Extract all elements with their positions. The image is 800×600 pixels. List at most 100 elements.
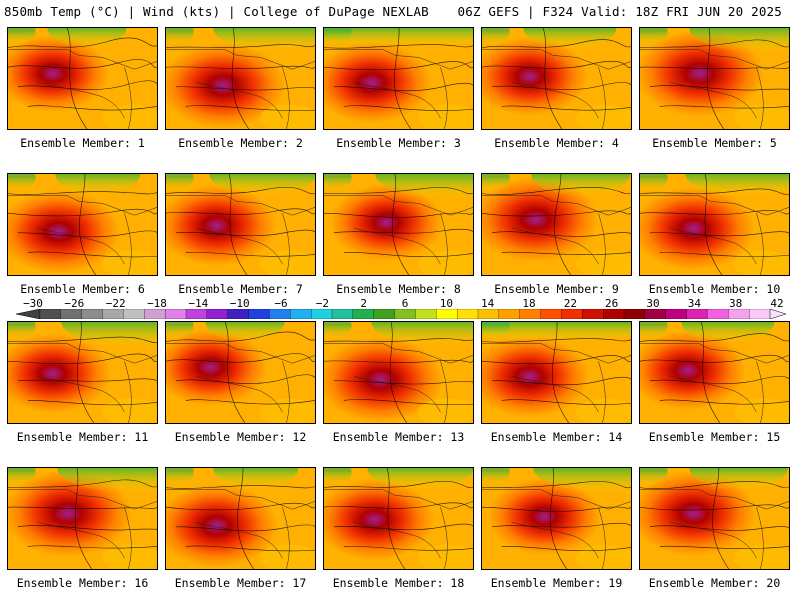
colorbar-swatch <box>373 309 396 319</box>
colorbar-swatch <box>665 309 688 319</box>
colorbar-swatch <box>144 309 166 319</box>
colorbar-swatch <box>248 309 270 319</box>
header-run-info: 06Z GEFS | F324 Valid: 18Z FRI JUN 20 20… <box>457 4 782 19</box>
colorbar-swatch <box>185 309 208 319</box>
ensemble-map-panel <box>165 27 316 130</box>
colorbar-tick-label: 10 <box>439 297 453 310</box>
ensemble-map-panel <box>7 173 158 276</box>
colorbar-swatch <box>644 309 667 319</box>
colorbar-swatch <box>227 309 250 319</box>
ensemble-map-panel <box>639 173 790 276</box>
colorbar-swatch <box>81 309 104 319</box>
ensemble-map-panel <box>165 321 316 424</box>
ensemble-member-label: Ensemble Member: 16 <box>16 576 149 590</box>
ensemble-member-label: Ensemble Member: 19 <box>490 576 623 590</box>
colorbar-tick-label: −14 <box>188 297 209 310</box>
colorbar-swatch <box>582 309 604 319</box>
ensemble-member-label: Ensemble Member: 10 <box>648 282 781 296</box>
ensemble-map-panel <box>165 173 316 276</box>
colorbar-swatch <box>206 309 229 319</box>
ensemble-member-label: Ensemble Member: 6 <box>20 282 145 296</box>
colorbar-tick-label: −2 <box>315 297 329 310</box>
ensemble-member-label: Ensemble Member: 5 <box>652 136 777 150</box>
colorbar-tick-label: 30 <box>646 297 660 310</box>
ensemble-member-label: Ensemble Member: 20 <box>648 576 781 590</box>
ensemble-map-panel <box>481 467 632 570</box>
colorbar-tick-label: 26 <box>605 297 619 310</box>
colorbar-tick-label: −30 <box>23 297 43 310</box>
ensemble-member-label: Ensemble Member: 4 <box>494 136 619 150</box>
ensemble-map-panel <box>165 467 316 570</box>
ensemble-member-label: Ensemble Member: 15 <box>648 430 781 444</box>
temperature-colorbar <box>15 309 787 319</box>
ensemble-map-panel <box>7 467 158 570</box>
colorbar-swatch <box>623 309 646 319</box>
ensemble-member-label: Ensemble Member: 1 <box>20 136 145 150</box>
colorbar-swatch <box>290 309 312 319</box>
colorbar-tick-label: 18 <box>522 297 536 310</box>
ensemble-member-label: Ensemble Member: 18 <box>332 576 465 590</box>
colorbar-swatch <box>436 309 458 319</box>
ensemble-map-panel <box>481 173 632 276</box>
colorbar-tick-label: 2 <box>360 297 367 310</box>
ensemble-member-label: Ensemble Member: 8 <box>336 282 461 296</box>
ensemble-map-panel <box>639 467 790 570</box>
ensemble-member-label: Ensemble Member: 12 <box>174 430 307 444</box>
colorbar-swatch <box>728 309 750 319</box>
ensemble-member-label: Ensemble Member: 3 <box>336 136 461 150</box>
colorbar-swatch <box>123 309 145 319</box>
colorbar-tick-labels: −30 −26 −22 −18 −14 −10 −6 −2 2 6 10 14 18 22 26 30 34 38… <box>0 297 800 310</box>
colorbar-tick-label: −26 <box>64 297 85 310</box>
ensemble-map-panel <box>323 321 474 424</box>
colorbar-swatch <box>102 309 124 319</box>
ensemble-member-label: Ensemble Member: 2 <box>178 136 303 150</box>
colorbar-swatch <box>477 309 500 319</box>
ensemble-map-panel <box>323 27 474 130</box>
colorbar-swatch <box>331 309 354 319</box>
ensemble-map-panel <box>323 173 474 276</box>
ensemble-map-panel <box>639 321 790 424</box>
header-title: 850mb Temp (°C) | Wind (kts) | College o… <box>4 4 429 19</box>
colorbar-swatch <box>415 309 437 319</box>
ensemble-member-label: Ensemble Member: 13 <box>332 430 465 444</box>
colorbar-swatch <box>540 309 562 319</box>
colorbar-tick-label: −6 <box>274 297 288 310</box>
colorbar-tick-label: 22 <box>563 297 577 310</box>
colorbar-swatch <box>686 309 708 319</box>
ensemble-map-panel <box>481 27 632 130</box>
colorbar-tick-label: −18 <box>147 297 167 310</box>
ensemble-map-panel <box>7 27 158 130</box>
colorbar-min-arrow <box>15 309 41 319</box>
ensemble-member-label: Ensemble Member: 7 <box>178 282 303 296</box>
colorbar-tick-label: −10 <box>229 297 250 310</box>
colorbar-swatch <box>164 309 187 319</box>
ensemble-map-panel <box>639 27 790 130</box>
colorbar-tick-label: 6 <box>401 297 409 310</box>
ensemble-map-panel <box>481 321 632 424</box>
colorbar-swatch <box>707 309 729 319</box>
colorbar-swatch <box>269 309 291 319</box>
colorbar-tick-label: 42 <box>770 297 784 310</box>
colorbar-swatch <box>561 309 583 319</box>
colorbar-tick-label: −22 <box>105 297 126 310</box>
colorbar-swatch <box>456 309 479 319</box>
ensemble-member-label: Ensemble Member: 17 <box>174 576 307 590</box>
colorbar-swatch <box>498 309 521 319</box>
colorbar-swatch <box>310 309 333 319</box>
colorbar-swatch <box>60 309 83 319</box>
colorbar-max-arrow <box>769 309 787 319</box>
colorbar-swatch <box>519 309 542 319</box>
colorbar-swatch <box>352 309 375 319</box>
ensemble-map-panel <box>323 467 474 570</box>
colorbar-tick-label: 38 <box>729 297 743 310</box>
ensemble-map-panel <box>7 321 158 424</box>
ensemble-member-label: Ensemble Member: 14 <box>490 430 623 444</box>
ensemble-member-label: Ensemble Member: 9 <box>494 282 619 296</box>
colorbar-swatch <box>394 309 416 319</box>
colorbar-swatch <box>602 309 625 319</box>
colorbar-swatch <box>39 309 62 319</box>
colorbar-tick-label: 14 <box>481 297 495 310</box>
colorbar-tick-label: 34 <box>687 297 701 310</box>
ensemble-member-label: Ensemble Member: 11 <box>16 430 149 444</box>
colorbar-swatch <box>748 309 771 319</box>
